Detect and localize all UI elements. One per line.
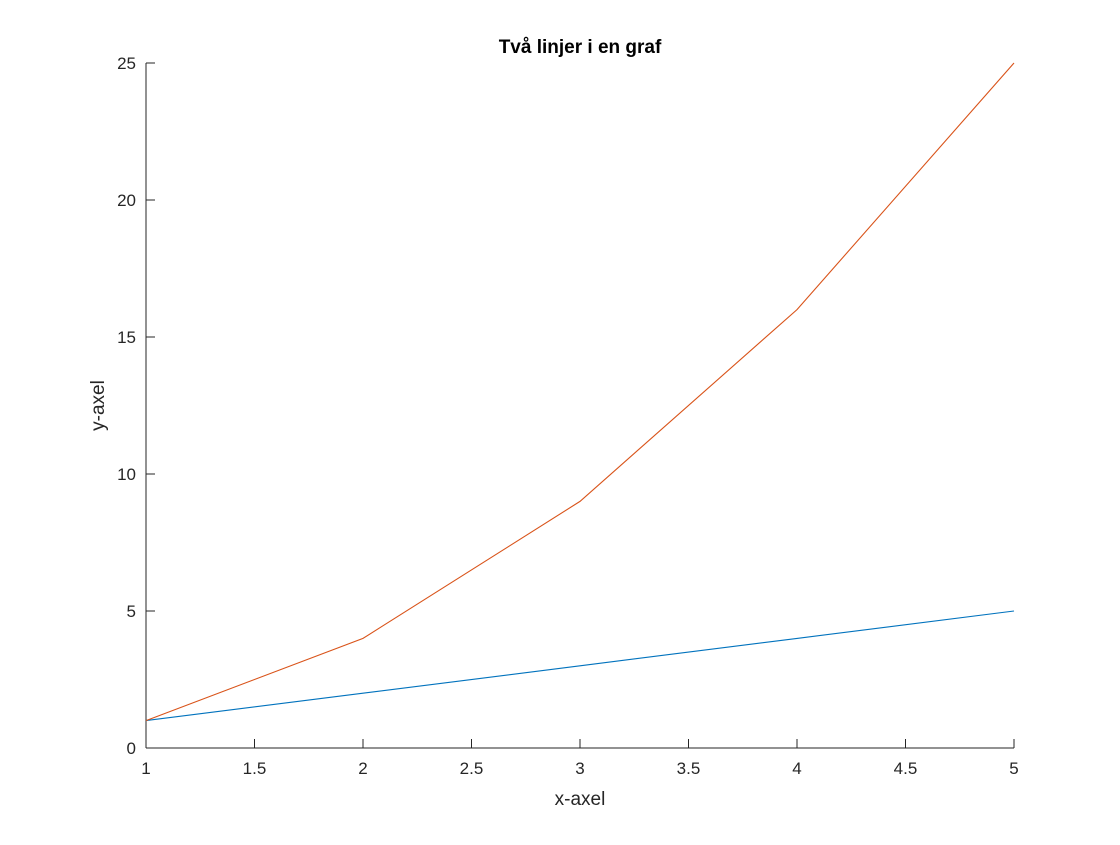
y-tick-label: 20	[117, 191, 136, 210]
x-tick-label: 3	[575, 759, 584, 778]
x-tick-label: 2	[358, 759, 367, 778]
y-axis-label: y-axel	[88, 380, 109, 431]
series-line-1	[145, 610, 1015, 722]
x-tick-label: 1.5	[243, 759, 267, 778]
x-tick-label: 1	[141, 759, 150, 778]
x-axis-label: x-axel	[555, 789, 606, 810]
x-tick-label: 3.5	[677, 759, 701, 778]
x-tick-label: 2.5	[460, 759, 484, 778]
series-line-2	[145, 62, 1015, 722]
y-tick-label: 15	[117, 328, 136, 347]
chart-title: Två linjer i en graf	[499, 37, 662, 58]
x-tick-label: 4	[792, 759, 801, 778]
y-tick-label: 5	[127, 602, 136, 621]
x-tick-label: 5	[1009, 759, 1018, 778]
y-tick-label: 0	[127, 739, 136, 758]
y-tick-label: 25	[117, 54, 136, 73]
series-group	[145, 62, 1015, 722]
y-tick-label: 10	[117, 465, 136, 484]
axes: 1 1.5 2 2.5 3 3.5 4 4.5 5 0 5 10 15 20 25	[117, 54, 1019, 778]
x-tick-label: 4.5	[894, 759, 918, 778]
